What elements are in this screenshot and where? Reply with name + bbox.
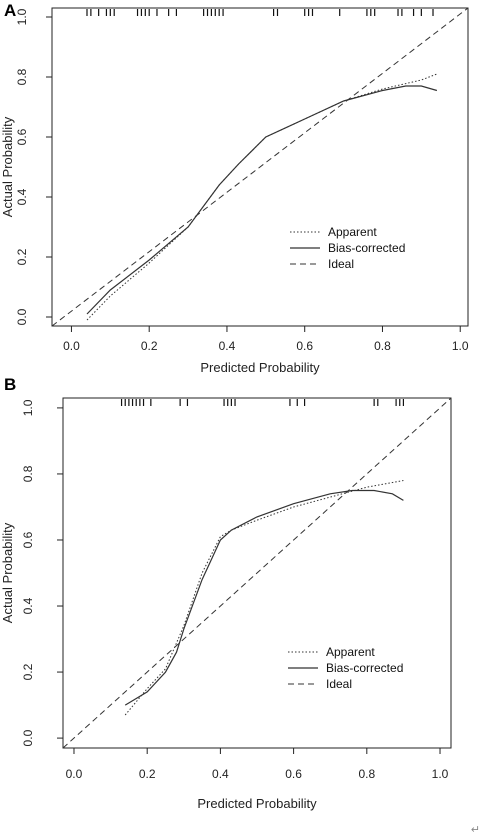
x-axis-title: Predicted Probability (197, 796, 317, 811)
legend-label: Ideal (326, 677, 352, 691)
series-line-apparent (124, 480, 404, 716)
y-tick-label: 0.0 (21, 729, 35, 746)
y-tick-label: 0.6 (21, 531, 35, 548)
x-tick-label: 0.0 (66, 767, 83, 781)
legend-label: Apparent (326, 645, 375, 659)
y-tick-label: 1.0 (15, 8, 29, 25)
y-tick-label: 0.2 (21, 663, 35, 680)
y-tick-label: 0.6 (15, 128, 29, 145)
series-line-bias-corrected (124, 489, 404, 706)
panel-a-calibration-plot: A 0.0 0.2 0.4 0.6 0.8 1.0 0.0 0.2 0.4 0.6 0.8 1.0 Pre… (0, 1, 469, 375)
x-tick-label: 1.0 (432, 767, 449, 781)
plot-frame (51, 7, 469, 327)
panel-label: B (4, 375, 16, 394)
x-tick-label: 0.4 (219, 339, 236, 353)
legend-label: Apparent (328, 225, 377, 239)
x-tick-label: 0.2 (139, 767, 156, 781)
y-axis-title: Actual Probability (0, 522, 15, 623)
legend-label: Bias-corrected (326, 661, 403, 675)
legend: Apparent Bias-corrected Ideal (290, 225, 405, 271)
y-tick-label: 0.4 (15, 188, 29, 205)
x-tick-label: 0.8 (374, 339, 391, 353)
legend: Apparent Bias-corrected Ideal (288, 645, 403, 691)
panel-label: A (4, 1, 16, 20)
y-tick-label: 0.4 (21, 597, 35, 614)
return-mark: ↵ (470, 823, 480, 836)
series-line-ideal (51, 7, 469, 327)
series-line-bias-corrected (86, 85, 438, 315)
legend-label: Ideal (328, 257, 354, 271)
y-tick-label: 1.0 (21, 399, 35, 416)
x-tick-label: 0.8 (358, 767, 375, 781)
x-tick-label: 0.0 (63, 339, 80, 353)
x-tick-label: 0.2 (141, 339, 158, 353)
plot-frame (62, 397, 452, 749)
series-line-ideal (62, 397, 452, 749)
x-tick-label: 0.6 (285, 767, 302, 781)
y-tick-label: 0.8 (21, 465, 35, 482)
panel-b-calibration-plot: B 0.0 0.2 0.4 0.6 0.8 1.0 0.0 0.2 0.4 0.6 0.8 1.0 Pre… (0, 375, 452, 811)
legend-label: Bias-corrected (328, 241, 405, 255)
x-tick-label: 0.6 (296, 339, 313, 353)
x-axis-title: Predicted Probability (200, 360, 320, 375)
x-tick-label: 1.0 (452, 339, 469, 353)
y-tick-label: 0.0 (15, 308, 29, 325)
y-axis-title: Actual Probability (0, 116, 15, 217)
x-tick-label: 0.4 (212, 767, 229, 781)
y-tick-label: 0.8 (15, 68, 29, 85)
series-line-apparent (86, 73, 438, 321)
y-tick-label: 0.2 (15, 248, 29, 265)
